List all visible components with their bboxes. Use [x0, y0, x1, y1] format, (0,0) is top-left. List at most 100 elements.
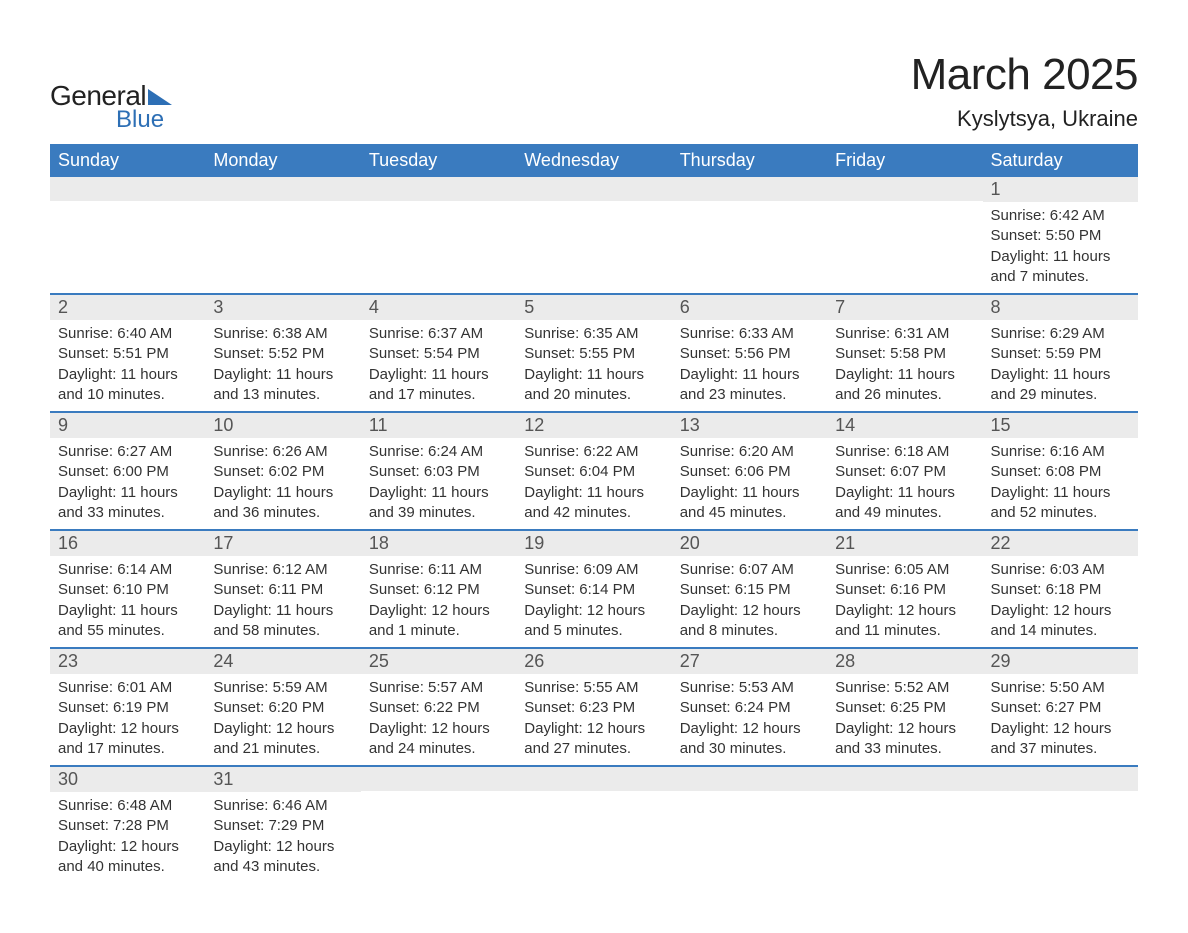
day-detail-line: Sunset: 6:04 PM: [524, 462, 663, 482]
day-details: Sunrise: 6:20 AMSunset: 6:06 PMDaylight:…: [672, 438, 827, 529]
empty-day-number: [516, 177, 671, 201]
day-detail-line: Sunrise: 6:40 AM: [58, 324, 197, 344]
day-detail-line: and 43 minutes.: [213, 857, 352, 877]
day-details: Sunrise: 6:11 AMSunset: 6:12 PMDaylight:…: [361, 556, 516, 647]
title-block: March 2025 Kyslytsya, Ukraine: [911, 50, 1138, 132]
day-details: Sunrise: 6:03 AMSunset: 6:18 PMDaylight:…: [983, 556, 1138, 647]
day-details: Sunrise: 6:24 AMSunset: 6:03 PMDaylight:…: [361, 438, 516, 529]
day-detail-line: Sunset: 5:54 PM: [369, 344, 508, 364]
day-detail-line: Daylight: 12 hours: [991, 601, 1130, 621]
day-detail-line: and 20 minutes.: [524, 385, 663, 405]
calendar-day-cell: 30Sunrise: 6:48 AMSunset: 7:28 PMDayligh…: [50, 766, 205, 883]
day-detail-line: Daylight: 12 hours: [524, 601, 663, 621]
day-detail-line: and 5 minutes.: [524, 621, 663, 641]
day-detail-line: Sunset: 6:12 PM: [369, 580, 508, 600]
day-number: 11: [361, 413, 516, 438]
day-number: 21: [827, 531, 982, 556]
day-number: 20: [672, 531, 827, 556]
calendar-day-cell: [827, 766, 982, 883]
day-detail-line: and 27 minutes.: [524, 739, 663, 759]
calendar-day-cell: 15Sunrise: 6:16 AMSunset: 6:08 PMDayligh…: [983, 412, 1138, 530]
day-detail-line: Sunrise: 6:24 AM: [369, 442, 508, 462]
day-detail-line: and 7 minutes.: [991, 267, 1130, 287]
calendar-day-cell: 27Sunrise: 5:53 AMSunset: 6:24 PMDayligh…: [672, 648, 827, 766]
month-title: March 2025: [911, 50, 1138, 100]
day-number: 31: [205, 767, 360, 792]
day-header: Wednesday: [516, 144, 671, 177]
day-detail-line: Daylight: 11 hours: [213, 365, 352, 385]
day-detail-line: Sunrise: 6:09 AM: [524, 560, 663, 580]
day-detail-line: Sunrise: 5:50 AM: [991, 678, 1130, 698]
day-detail-line: and 36 minutes.: [213, 503, 352, 523]
day-detail-line: Sunset: 6:16 PM: [835, 580, 974, 600]
day-detail-line: Sunset: 6:00 PM: [58, 462, 197, 482]
day-number: 25: [361, 649, 516, 674]
day-detail-line: Daylight: 11 hours: [58, 601, 197, 621]
day-detail-line: and 30 minutes.: [680, 739, 819, 759]
day-number: 12: [516, 413, 671, 438]
day-detail-line: Sunrise: 6:05 AM: [835, 560, 974, 580]
calendar-day-cell: 18Sunrise: 6:11 AMSunset: 6:12 PMDayligh…: [361, 530, 516, 648]
day-details: Sunrise: 6:22 AMSunset: 6:04 PMDaylight:…: [516, 438, 671, 529]
day-number: 3: [205, 295, 360, 320]
calendar-day-cell: 17Sunrise: 6:12 AMSunset: 6:11 PMDayligh…: [205, 530, 360, 648]
day-detail-line: and 58 minutes.: [213, 621, 352, 641]
day-detail-line: Sunrise: 6:01 AM: [58, 678, 197, 698]
day-number: 15: [983, 413, 1138, 438]
day-detail-line: Sunrise: 6:11 AM: [369, 560, 508, 580]
day-details: Sunrise: 5:50 AMSunset: 6:27 PMDaylight:…: [983, 674, 1138, 765]
day-detail-line: Daylight: 11 hours: [524, 483, 663, 503]
day-detail-line: Sunrise: 5:53 AM: [680, 678, 819, 698]
day-detail-line: Daylight: 11 hours: [991, 365, 1130, 385]
day-detail-line: Daylight: 11 hours: [58, 365, 197, 385]
day-header: Sunday: [50, 144, 205, 177]
day-detail-line: Sunset: 5:50 PM: [991, 226, 1130, 246]
day-detail-line: Sunrise: 6:33 AM: [680, 324, 819, 344]
empty-day-number: [672, 767, 827, 791]
day-detail-line: Daylight: 11 hours: [213, 601, 352, 621]
day-detail-line: Sunset: 5:52 PM: [213, 344, 352, 364]
logo: General Blue: [50, 50, 172, 134]
day-number: 17: [205, 531, 360, 556]
day-detail-line: and 21 minutes.: [213, 739, 352, 759]
day-number: 24: [205, 649, 360, 674]
day-detail-line: Sunrise: 6:42 AM: [991, 206, 1130, 226]
day-detail-line: and 55 minutes.: [58, 621, 197, 641]
day-details: Sunrise: 6:29 AMSunset: 5:59 PMDaylight:…: [983, 320, 1138, 411]
day-number: 18: [361, 531, 516, 556]
day-details: Sunrise: 6:09 AMSunset: 6:14 PMDaylight:…: [516, 556, 671, 647]
day-details: Sunrise: 6:35 AMSunset: 5:55 PMDaylight:…: [516, 320, 671, 411]
day-detail-line: Sunrise: 5:55 AM: [524, 678, 663, 698]
day-number: 10: [205, 413, 360, 438]
day-number: 27: [672, 649, 827, 674]
day-detail-line: Sunset: 6:07 PM: [835, 462, 974, 482]
day-detail-line: Daylight: 12 hours: [58, 837, 197, 857]
day-number: 4: [361, 295, 516, 320]
day-detail-line: Sunrise: 6:29 AM: [991, 324, 1130, 344]
empty-day-number: [827, 767, 982, 791]
day-detail-line: Daylight: 12 hours: [835, 601, 974, 621]
day-detail-line: and 33 minutes.: [835, 739, 974, 759]
calendar-day-cell: 8Sunrise: 6:29 AMSunset: 5:59 PMDaylight…: [983, 294, 1138, 412]
day-detail-line: Sunset: 7:29 PM: [213, 816, 352, 836]
calendar-day-cell: 25Sunrise: 5:57 AMSunset: 6:22 PMDayligh…: [361, 648, 516, 766]
day-detail-line: Sunset: 5:58 PM: [835, 344, 974, 364]
day-detail-line: Daylight: 12 hours: [369, 601, 508, 621]
day-detail-line: Sunrise: 6:22 AM: [524, 442, 663, 462]
day-number: 16: [50, 531, 205, 556]
day-details: Sunrise: 6:42 AMSunset: 5:50 PMDaylight:…: [983, 202, 1138, 293]
logo-text-blue: Blue: [116, 106, 164, 134]
day-detail-line: and 29 minutes.: [991, 385, 1130, 405]
day-detail-line: Daylight: 11 hours: [680, 483, 819, 503]
empty-day-number: [361, 177, 516, 201]
calendar-day-cell: 5Sunrise: 6:35 AMSunset: 5:55 PMDaylight…: [516, 294, 671, 412]
day-details: Sunrise: 6:12 AMSunset: 6:11 PMDaylight:…: [205, 556, 360, 647]
day-detail-line: Sunset: 6:06 PM: [680, 462, 819, 482]
day-detail-line: and 23 minutes.: [680, 385, 819, 405]
empty-day-number: [516, 767, 671, 791]
day-detail-line: Sunset: 6:18 PM: [991, 580, 1130, 600]
day-details: Sunrise: 5:57 AMSunset: 6:22 PMDaylight:…: [361, 674, 516, 765]
calendar-day-cell: [672, 177, 827, 294]
day-details: Sunrise: 5:52 AMSunset: 6:25 PMDaylight:…: [827, 674, 982, 765]
day-details: Sunrise: 6:26 AMSunset: 6:02 PMDaylight:…: [205, 438, 360, 529]
